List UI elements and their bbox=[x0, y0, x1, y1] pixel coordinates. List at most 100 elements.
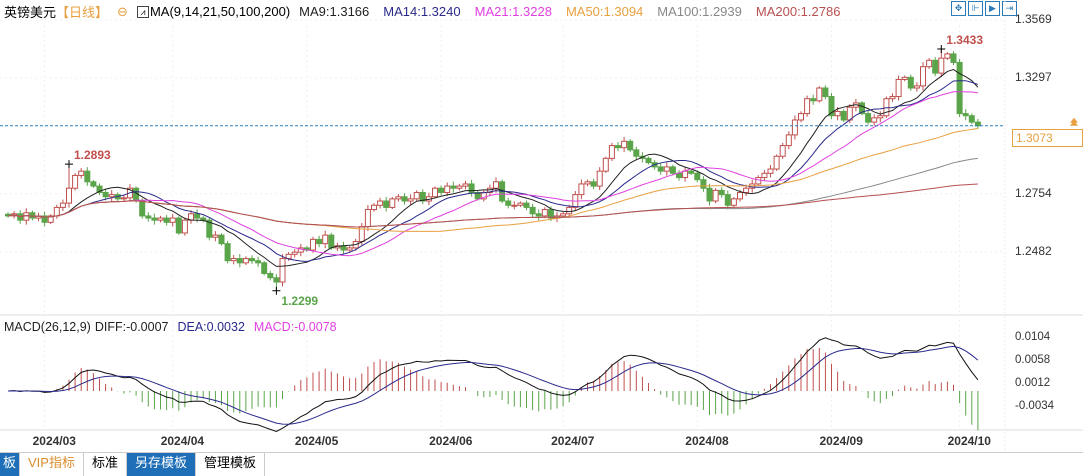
candle-body bbox=[602, 157, 609, 172]
extreme-label: 1.2893 bbox=[74, 148, 111, 162]
extreme-marker bbox=[65, 160, 73, 169]
tab-2[interactable]: 标准 bbox=[84, 453, 127, 476]
candle-body bbox=[181, 219, 188, 234]
macd-dea: DEA:0.0032 bbox=[177, 320, 245, 334]
candle-body bbox=[920, 66, 926, 87]
candle-body bbox=[663, 166, 670, 172]
candle-body bbox=[590, 181, 597, 187]
x-tick-label: 2024/03 bbox=[32, 434, 76, 448]
candle-body bbox=[401, 196, 408, 202]
candle-body bbox=[621, 140, 628, 149]
candle-body bbox=[596, 170, 603, 187]
ma-value-2: MA21:1.3228 bbox=[474, 4, 552, 19]
candle-body bbox=[755, 177, 762, 185]
tab-3[interactable]: 另存模板 bbox=[127, 453, 197, 476]
candle-body bbox=[566, 206, 573, 215]
candle-body bbox=[859, 102, 865, 115]
candle-body bbox=[822, 87, 829, 98]
candle-body bbox=[108, 194, 115, 198]
candle-body bbox=[828, 96, 835, 117]
tab-0[interactable]: 板 bbox=[0, 453, 21, 476]
candle-body bbox=[102, 191, 109, 198]
candle-body bbox=[743, 187, 750, 193]
collapse-icon[interactable]: ⊖ bbox=[117, 3, 128, 19]
candle-body bbox=[59, 202, 66, 208]
candle-body bbox=[169, 217, 176, 223]
tab-1[interactable]: VIP指标 bbox=[20, 453, 84, 476]
x-tick-label: 2024/10 bbox=[947, 434, 991, 448]
candle-body bbox=[364, 209, 371, 228]
candle-body bbox=[724, 194, 731, 206]
candle-body bbox=[944, 53, 951, 59]
candle-body bbox=[608, 145, 615, 159]
candle-body bbox=[718, 189, 725, 196]
candle-body bbox=[72, 174, 79, 189]
price-tick-label: 1.2482 bbox=[1015, 243, 1052, 258]
candle-body bbox=[462, 183, 469, 187]
candle-body bbox=[779, 145, 786, 157]
ma-value-5: MA200:1.2786 bbox=[755, 4, 841, 19]
extreme-marker bbox=[272, 286, 281, 295]
candle-body bbox=[511, 204, 518, 207]
candle-body bbox=[413, 191, 420, 200]
candle-body bbox=[267, 272, 274, 279]
candle-body bbox=[340, 245, 347, 251]
candle-body bbox=[950, 53, 957, 63]
ma-values: MA9:1.3166 MA14:1.3240 MA21:1.3228 MA50:1.3… bbox=[299, 4, 840, 19]
diff-line bbox=[7, 337, 979, 432]
candle-body bbox=[90, 181, 97, 187]
indicator-icon[interactable]: ⩘ bbox=[136, 5, 149, 18]
candle-body bbox=[322, 234, 329, 245]
candle-body bbox=[316, 238, 323, 245]
candle-body bbox=[883, 98, 890, 117]
x-tick-label: 2024/04 bbox=[160, 434, 205, 448]
jump-end-icon[interactable]: ⇥ bbox=[1002, 1, 1017, 16]
candle-body bbox=[175, 217, 182, 234]
candle-body bbox=[615, 145, 621, 149]
period-label[interactable]: 【日线】 bbox=[56, 5, 109, 20]
candle-body bbox=[584, 181, 591, 185]
chart-canvas[interactable]: 1.2893 1.2299 1.3433 bbox=[0, 0, 1083, 452]
x-tick-label: 2024/09 bbox=[819, 434, 863, 448]
candle-body bbox=[96, 185, 103, 193]
x-tick-label: 2024/08 bbox=[685, 434, 729, 448]
candle-body bbox=[249, 258, 255, 262]
candle-body bbox=[242, 258, 249, 264]
candle-body bbox=[78, 170, 85, 176]
macd-params: MACD(26,12,9) bbox=[4, 320, 91, 334]
candle-body bbox=[645, 157, 652, 164]
candle-body bbox=[938, 57, 945, 74]
candle-body bbox=[255, 260, 262, 264]
candle-body bbox=[974, 121, 981, 127]
zoom-range-icon[interactable]: ⊩ bbox=[968, 1, 983, 16]
ma-legend: 英镑美元 【日线】 ⊖ ⩘ MA(9,14,21,50,100,200) MA9… bbox=[4, 2, 840, 21]
candle-body bbox=[157, 217, 164, 221]
candle-body bbox=[712, 189, 719, 202]
play-forward-icon[interactable]: ▶ bbox=[985, 1, 1000, 16]
candle-body bbox=[901, 76, 908, 80]
candle-body bbox=[913, 85, 920, 89]
crosshair-icon[interactable]: ✥ bbox=[951, 1, 966, 16]
candle-body bbox=[23, 212, 30, 221]
candle-body bbox=[968, 115, 975, 123]
ma-params: MA(9,14,21,50,100,200) bbox=[149, 4, 291, 19]
candle-body bbox=[547, 209, 554, 219]
candle-body bbox=[834, 110, 841, 117]
ma-value-1: MA14:1.3240 bbox=[383, 4, 461, 19]
candle-body bbox=[895, 78, 902, 98]
candle-body bbox=[261, 262, 268, 274]
candle-body bbox=[669, 166, 676, 174]
dea-line bbox=[7, 345, 979, 425]
candle-body bbox=[444, 185, 451, 193]
candle-body bbox=[657, 166, 664, 172]
candle-body bbox=[224, 243, 231, 262]
candle-body bbox=[535, 213, 542, 217]
candle-body bbox=[395, 196, 402, 200]
macd-macd: MACD:-0.0078 bbox=[253, 320, 337, 334]
candle-body bbox=[578, 183, 585, 196]
last-price-label: 1.3073 bbox=[1012, 129, 1083, 147]
tab-4[interactable]: 管理模板 bbox=[196, 453, 266, 476]
candle-body bbox=[163, 217, 170, 223]
candle-body bbox=[84, 170, 91, 183]
ma-value-3: MA50:1.3094 bbox=[565, 4, 644, 19]
